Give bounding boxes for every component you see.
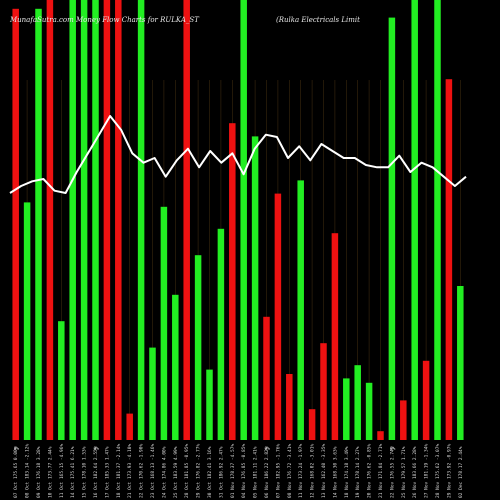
bar [217,228,225,440]
bar [422,360,430,440]
x-tick-label: 19 Nov 178.14 2.27% [355,446,361,498]
bar [400,400,407,440]
x-tick-label: 04 Nov 176.85 -0.85% [241,444,247,498]
bar [160,206,168,440]
price-line [9,115,467,194]
bar [69,0,76,440]
zero-markers: 0% 0% 0% 0% [14,446,396,452]
bar [103,0,111,440]
x-tick-label: 11 Nov 173.24 -1.97% [298,444,304,498]
x-tick-label: 15 Oct 178.10 1.53% [82,446,88,498]
bar [58,321,65,440]
bar [286,374,293,440]
zero-marker: 0% [265,446,271,452]
x-tick-label: 12 Nov 168.02 -3.01% [310,444,316,498]
x-tick-label: 14 Nov 168.30 3.63% [332,446,338,498]
x-tick-label: 26 Nov 183.66 2.28% [412,446,418,498]
zero-marker: 0% [14,446,20,452]
bar [308,409,316,440]
bar [46,0,54,440]
x-tick-label: 28 Oct 181.85 -0.95% [184,444,190,498]
x-tick-label: 25 Nov 179.57 1.71% [401,446,407,498]
x-tick-label: 21 Nov 171.84 -2.71% [378,444,384,498]
bars [12,0,464,441]
x-tick-label: 16 Oct 182.64 2.55% [93,446,99,498]
bar [206,369,213,440]
bar [183,0,190,440]
price-line-layer [9,115,467,194]
x-tick-label: 29 Oct 176.82 -2.77% [196,444,202,498]
x-tick-label: 01 Nov 178.37 -4.57% [230,444,236,498]
bar [240,0,247,440]
x-tick-label: 23 Oct 168.13 -1.46% [150,444,156,498]
x-tick-label: 28 Nov 175.62 -3.07% [435,444,441,498]
x-tick-label: 09 Oct 176.18 3.28% [36,446,42,498]
bar [194,255,202,440]
bar [35,8,42,441]
x-tick-label: 10 Oct 173.77 2.44% [47,446,53,498]
bar [331,233,339,440]
x-tick-label: 11 Oct 165.15 -4.96% [59,444,65,498]
x-tick-label: 18 Nov 174.18 3.49% [344,446,350,498]
bar [274,193,282,440]
x-tick-label: 21 Oct 173.93 -4.10% [127,444,133,498]
bar [377,431,384,440]
bar [80,0,88,440]
x-tick-label: 08 Oct 183.14 -2.12% [25,444,31,498]
zero-marker: 0% [390,446,396,452]
bar [263,316,270,440]
bar [149,347,156,440]
bar [411,0,418,440]
chart-title-left: MunafaSutra.com Money Flow Charts for RU… [9,16,200,24]
chart-title-right: (Rulka Electricals Limit [276,16,360,24]
bar [365,382,373,440]
x-tick-label: 18 Oct 181.37 -2.14% [116,444,122,498]
bar [23,202,31,440]
x-tick-label: 20 Nov 176.62 -0.85% [367,444,373,498]
x-tick-label: 27 Nov 181.19 -1.34% [424,444,430,498]
bar [343,378,350,440]
x-tick-label: 24 Oct 174.86 4.00% [161,446,167,498]
x-tick-label: 29 Nov 173.92 -0.97% [446,444,452,498]
x-tick-label: 05 Nov 181.11 2.41% [253,446,259,498]
zero-marker: 0% [94,446,100,452]
bar [229,123,236,440]
x-tick-label: 13 Nov 162.40 -3.35% [321,444,327,498]
x-tick-label: 22 Oct 170.62 -1.90% [139,444,145,498]
bar [320,343,327,440]
bar [354,365,361,440]
x-tick-labels: 07 Oct 175.65 0.00% 08 Oct 183.14 -2.12% 0… [13,444,464,498]
x-tick-label: 08 Nov 176.72 -3.41% [287,444,293,498]
x-tick-label: 17 Oct 185.33 1.47% [104,446,110,498]
x-tick-label: 22 Nov 176.55 2.74% [389,446,395,498]
bar [445,79,453,440]
bar [434,0,441,440]
bar [388,17,396,440]
x-tick-label: 07 Oct 175.65 0.00% [13,446,19,498]
x-tick-label: 31 Oct 186.92 2.47% [218,446,224,498]
x-tick-label: 30 Oct 182.41 3.16% [207,446,213,498]
bar [251,136,259,440]
bar [115,0,122,440]
bar [172,294,179,440]
x-tick-label: 14 Oct 175.41 6.21% [70,446,76,498]
bar [12,8,19,441]
x-tick-label: 02 Dec 178.17 2.44% [458,446,464,498]
bar [297,180,304,440]
x-tick-label: 07 Nov 182.95 -1.76% [275,444,281,498]
bar [92,0,99,440]
x-tick-label: 06 Nov 186.22 2.82% [264,446,270,498]
bar [137,0,145,440]
bar [126,413,133,440]
bar [457,286,464,440]
x-tick-label: 25 Oct 183.59 4.99% [173,446,179,498]
